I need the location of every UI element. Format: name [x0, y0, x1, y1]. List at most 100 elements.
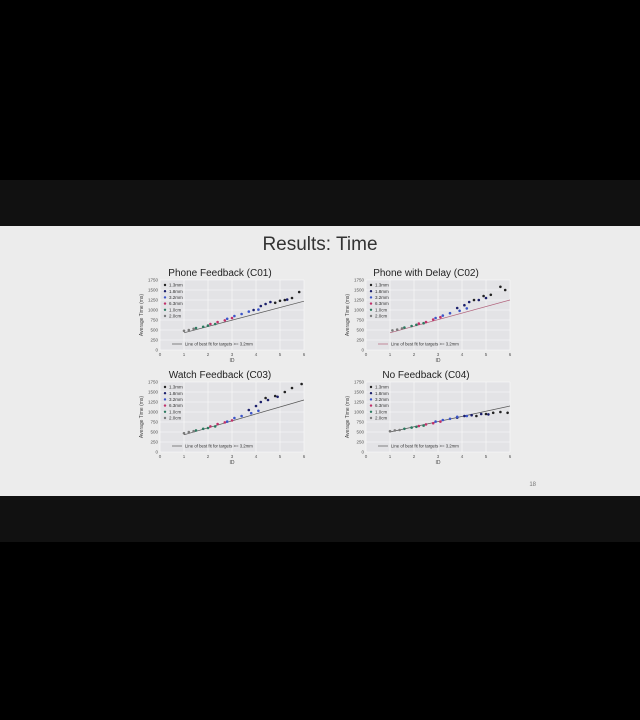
y-axis-label: Average Time (ms) [139, 396, 145, 438]
legend-marker [163, 283, 167, 287]
video-letterbox-top [0, 180, 640, 226]
legend-marker [163, 296, 167, 299]
chart-title: Watch Feedback (C03) [168, 370, 272, 381]
legend-marker [369, 296, 373, 299]
data-point [285, 298, 289, 301]
data-point [233, 416, 236, 420]
x-tick-label: 4 [255, 454, 258, 459]
data-point [194, 326, 198, 330]
x-tick-label: 6 [303, 352, 306, 357]
data-point [230, 316, 234, 320]
data-point [257, 308, 260, 311]
data-point [269, 300, 272, 304]
data-point [431, 318, 435, 321]
data-point [182, 431, 186, 435]
x-tick-label: 3 [231, 454, 234, 459]
fit-line [389, 299, 511, 334]
data-point [264, 302, 267, 306]
y-tick-label: 250 [150, 338, 158, 343]
y-tick-label: 1250 [148, 400, 159, 405]
data-point [410, 324, 413, 328]
legend-label: 6.3mm [375, 301, 389, 306]
legend-label: 2.0cm [375, 314, 388, 319]
data-point [240, 414, 243, 418]
legend-marker [163, 392, 167, 395]
x-tick-label: 6 [509, 352, 512, 357]
data-point [463, 303, 466, 307]
y-tick-label: 1500 [354, 288, 365, 293]
data-point [391, 329, 394, 332]
x-tick-label: 5 [485, 454, 488, 459]
y-tick-label: 0 [155, 348, 158, 353]
y-tick-label: 1000 [354, 308, 365, 313]
legend-label: 3.2mm [375, 397, 389, 402]
legend-marker [163, 398, 167, 401]
data-point [187, 328, 191, 332]
data-point [216, 320, 219, 324]
x-tick-label: 2 [207, 352, 210, 357]
data-point [213, 322, 217, 326]
legend-marker [369, 398, 373, 401]
y-tick-label: 1750 [148, 278, 159, 283]
data-point [470, 413, 473, 417]
x-tick-label: 3 [437, 352, 440, 357]
scatter-chart-c01: 0 1 2 3 4 5 6 0 250 500 750 1000 1250 1500 1750 ID Avera… [139, 278, 306, 365]
x-tick-label: 3 [437, 454, 440, 459]
y-tick-label: 0 [155, 450, 158, 455]
y-tick-label: 250 [150, 440, 158, 445]
data-point [230, 419, 234, 422]
y-tick-label: 1000 [148, 308, 159, 313]
x-axis-label: ID [230, 358, 235, 364]
legend-marker [163, 385, 167, 389]
y-tick-label: 1500 [354, 390, 365, 395]
data-point [257, 409, 260, 413]
data-point [290, 386, 294, 390]
data-point [455, 306, 459, 310]
legend-marker [369, 410, 373, 413]
data-point [465, 307, 469, 310]
data-point [393, 429, 397, 432]
data-point [503, 288, 507, 292]
data-point [448, 417, 452, 421]
y-tick-label: 1250 [148, 298, 159, 303]
data-point [247, 310, 251, 313]
data-point [417, 424, 421, 428]
data-point [439, 315, 442, 319]
data-point [276, 395, 279, 399]
legend-label: 3.2mm [169, 397, 183, 402]
data-point [417, 322, 421, 325]
data-point [482, 294, 485, 298]
data-point [424, 320, 428, 324]
x-tick-label: 1 [183, 454, 186, 459]
data-point [422, 321, 425, 325]
x-tick-label: 6 [303, 454, 306, 459]
data-point [206, 324, 210, 327]
y-tick-label: 500 [150, 430, 158, 435]
y-tick-label: 750 [150, 420, 158, 425]
x-tick-label: 4 [461, 352, 464, 357]
legend-marker [369, 314, 373, 318]
data-point [424, 423, 428, 426]
legend-label: 6.3mm [169, 403, 183, 408]
data-point [479, 412, 483, 416]
data-point [439, 420, 442, 423]
legend-label: 6.3mm [375, 403, 389, 408]
data-point [254, 404, 258, 408]
y-tick-label: 1250 [354, 298, 365, 303]
data-point [259, 304, 263, 308]
legend-marker [369, 385, 373, 389]
legend-marker [369, 308, 373, 311]
data-point [192, 429, 195, 433]
legend-marker [163, 314, 167, 318]
data-point [463, 414, 466, 418]
legend-marker [369, 283, 373, 287]
data-point [297, 290, 301, 294]
y-tick-label: 500 [150, 328, 158, 333]
data-point [209, 425, 212, 428]
x-axis-label: ID [436, 460, 441, 466]
chart-panel-c01: Phone Feedback (C01) 0 1 2 3 4 5 6 0 250 500 750 10… [120, 268, 320, 378]
data-point [489, 293, 493, 297]
video-letterbox-bottom [0, 496, 640, 542]
data-point [259, 400, 263, 404]
x-tick-label: 0 [159, 454, 162, 459]
